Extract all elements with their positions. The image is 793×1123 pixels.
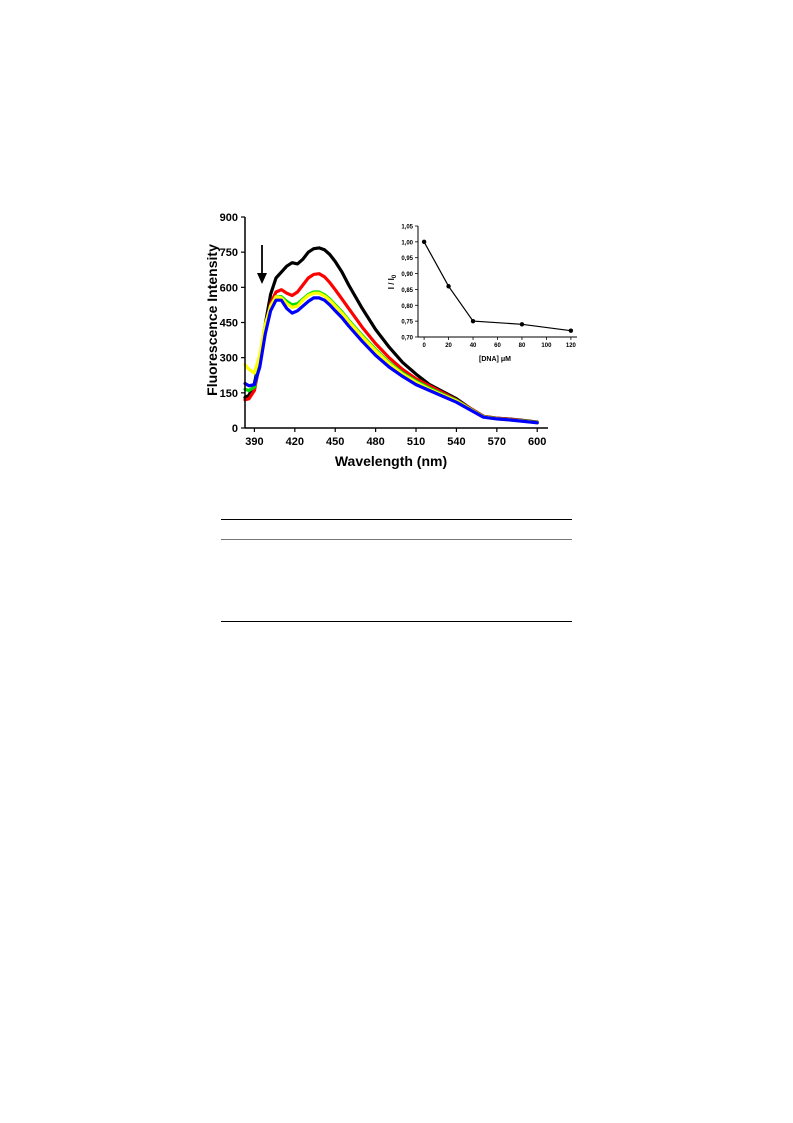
inset-x-tick-label: 80 <box>519 343 526 349</box>
inset-data-point <box>568 328 574 333</box>
main-y-tick-label: 600 <box>220 282 238 294</box>
inset-y-tick-label: 0,80 <box>401 304 413 310</box>
inset-y-axis-label-main: I / I <box>387 278 396 289</box>
main-series-line-5 <box>243 296 539 425</box>
main-x-tick-label: 540 <box>447 436 465 448</box>
inset-x-tick-label: 100 <box>541 343 552 349</box>
inset-y-axis-label-subscript: 0 <box>392 274 398 278</box>
main-y-tick-label: 300 <box>220 353 238 365</box>
main-x-ticks: 390 420 450 480 510 540 570 600 <box>245 428 546 448</box>
inset-y-tick-label: 0,75 <box>401 320 413 326</box>
main-series-line-1 <box>243 246 539 424</box>
main-x-tick-label: 570 <box>488 436 506 448</box>
main-x-tick-label: 510 <box>407 436 425 448</box>
inset-y-tick-label: 0,95 <box>401 256 413 262</box>
inset-y-tick-label: 0,70 <box>401 336 413 342</box>
main-y-tick-label: 750 <box>220 247 238 259</box>
inset-series-group <box>421 239 574 333</box>
main-y-tick-label: 450 <box>220 318 238 330</box>
inset-x-axis-label: [DNA] μM <box>479 356 511 363</box>
inset-y-ticks: 0,70 0,75 0,80 0,85 0,90 0,95 1,00 1,05 <box>401 225 418 342</box>
main-x-axis-label: Wavelength (nm) <box>335 453 447 469</box>
inset-data-point <box>446 284 451 289</box>
table-header-rule <box>221 539 572 540</box>
inset-data-point <box>519 322 525 327</box>
downward-arrow <box>257 245 267 284</box>
main-x-tick-label: 480 <box>366 436 384 448</box>
main-y-tick-label: 900 <box>220 212 238 224</box>
table-top-rule <box>221 519 572 521</box>
inset-series-line <box>423 241 571 332</box>
main-x-tick-label: 420 <box>286 436 304 448</box>
main-x-tick-label: 600 <box>528 436 546 448</box>
inset-y-tick-label: 0,85 <box>401 288 413 294</box>
inset-data-point <box>421 239 427 245</box>
main-series-group <box>243 246 539 425</box>
main-x-tick-label: 450 <box>326 436 344 448</box>
inset-chart: 0,70 0,75 0,80 0,85 0,90 0,95 1,00 1,05 0 20 40 60… <box>387 225 577 363</box>
inset-x-ticks: 0 20 40 60 80 100 120 <box>422 337 577 349</box>
inset-x-tick-label: 120 <box>566 343 577 349</box>
inset-x-tick-label: 60 <box>494 343 501 349</box>
main-y-tick-label: 150 <box>220 388 238 400</box>
main-y-tick-label: 0 <box>232 423 238 435</box>
inset-x-tick-label: 20 <box>445 343 452 349</box>
main-x-tick-label: 390 <box>245 436 263 448</box>
inset-x-tick-label: 40 <box>470 343 477 349</box>
inset-y-tick-label: 1,05 <box>401 225 413 231</box>
inset-data-point <box>470 318 476 324</box>
inset-y-tick-label: 0,90 <box>401 272 413 278</box>
inset-y-axis-label: I / I0 <box>387 274 398 289</box>
main-y-axis-label: Fluorescence Intensity <box>204 244 220 396</box>
inset-x-tick-label: 0 <box>422 343 426 349</box>
main-y-ticks: 0 150 300 450 600 750 900 <box>220 212 245 435</box>
inset-y-tick-label: 1,00 <box>401 240 413 246</box>
table-bottom-rule <box>221 621 572 623</box>
